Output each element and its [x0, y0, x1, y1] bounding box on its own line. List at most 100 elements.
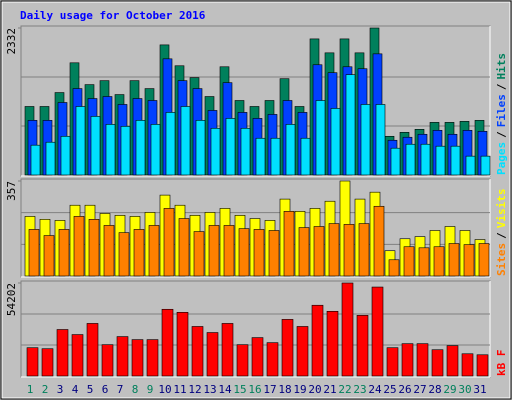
y-tick-label: 357 [5, 181, 18, 201]
x-tick-label: 31 [473, 383, 486, 396]
bar [403, 246, 415, 277]
bar [255, 137, 266, 176]
bar [343, 224, 355, 277]
bar [135, 120, 146, 176]
bar [446, 345, 459, 377]
x-tick-label: 13 [203, 383, 216, 396]
x-tick-label: 20 [308, 383, 321, 396]
x-tick-label: 25 [383, 383, 396, 396]
y-tick-label: 54202 [5, 283, 18, 316]
bar [238, 228, 250, 277]
x-tick-label: 5 [87, 383, 94, 396]
legend: kB F [495, 350, 508, 377]
bar [73, 216, 85, 277]
bar [480, 155, 491, 176]
x-tick-label: 23 [353, 383, 366, 396]
bar [433, 246, 445, 277]
bar [270, 137, 281, 176]
bar [315, 100, 326, 176]
bar [416, 343, 429, 377]
bar [180, 106, 191, 176]
bar [210, 127, 221, 176]
bar [401, 343, 414, 377]
bar [341, 282, 354, 377]
x-tick-label: 4 [72, 383, 79, 396]
bar [448, 243, 460, 277]
y-tick-label: 2332 [5, 28, 18, 55]
x-tick-label: 26 [398, 383, 411, 396]
legend-separator: / [495, 131, 508, 138]
bar [105, 124, 116, 176]
bar [375, 104, 386, 176]
bar [30, 144, 41, 176]
bar [221, 323, 234, 377]
bar [358, 223, 370, 277]
bar [435, 145, 446, 176]
x-tick-label: 10 [158, 383, 171, 396]
legend-entry: Hits [495, 53, 508, 80]
bar [236, 344, 249, 377]
bar [191, 326, 204, 377]
x-tick-label: 29 [443, 383, 456, 396]
bar [71, 334, 84, 377]
bar [420, 143, 431, 176]
x-tick-label: 9 [147, 383, 154, 396]
x-tick-label: 12 [188, 383, 201, 396]
x-tick-label: 3 [57, 383, 64, 396]
x-tick-label: 28 [428, 383, 441, 396]
bar [146, 339, 159, 377]
bar [405, 143, 416, 176]
bar [311, 304, 324, 377]
bar [268, 230, 280, 277]
bar [131, 339, 144, 377]
x-tick-label: 6 [102, 383, 109, 396]
x-tick-label: 24 [368, 383, 382, 396]
bar [58, 229, 70, 277]
bar [388, 259, 400, 277]
bar [356, 315, 369, 377]
x-tick-label: 1 [27, 383, 34, 396]
bar [360, 104, 371, 176]
x-tick-label: 15 [233, 383, 246, 396]
bar [240, 127, 251, 176]
bar [418, 247, 430, 277]
bar [465, 155, 476, 176]
bar [326, 311, 339, 377]
x-tick-label: 21 [323, 383, 336, 396]
bar [328, 223, 340, 277]
x-tick-label: 27 [413, 383, 426, 396]
bar [390, 147, 401, 176]
x-tick-label: 30 [458, 383, 471, 396]
bar [283, 211, 295, 277]
bar [43, 235, 55, 277]
bar [26, 347, 39, 377]
bar [101, 344, 114, 377]
bar [206, 332, 219, 377]
legend-entry: Visits [495, 189, 508, 229]
bar [103, 225, 115, 277]
bar [386, 347, 399, 377]
legend-separator: / [495, 232, 508, 239]
x-tick-label: 18 [278, 383, 291, 396]
legend-entry: Files [495, 94, 508, 127]
bar [478, 243, 490, 277]
bar [133, 229, 145, 277]
bar [56, 329, 69, 377]
bar [281, 319, 294, 377]
bar [120, 126, 131, 176]
bar [116, 336, 129, 377]
x-tick-label: 11 [173, 383, 186, 396]
bar [161, 308, 174, 377]
bar [223, 225, 235, 277]
bar [298, 227, 310, 277]
x-tick-label: 8 [132, 383, 139, 396]
bar [148, 225, 160, 277]
bar [476, 354, 489, 377]
legend-entry: Pages [495, 142, 508, 175]
legend-entry: Sites [495, 243, 508, 276]
bar [373, 205, 385, 277]
chart-title: Daily usage for October 2016 [20, 9, 206, 22]
x-tick-label: 2 [42, 383, 49, 396]
bar [300, 137, 311, 176]
